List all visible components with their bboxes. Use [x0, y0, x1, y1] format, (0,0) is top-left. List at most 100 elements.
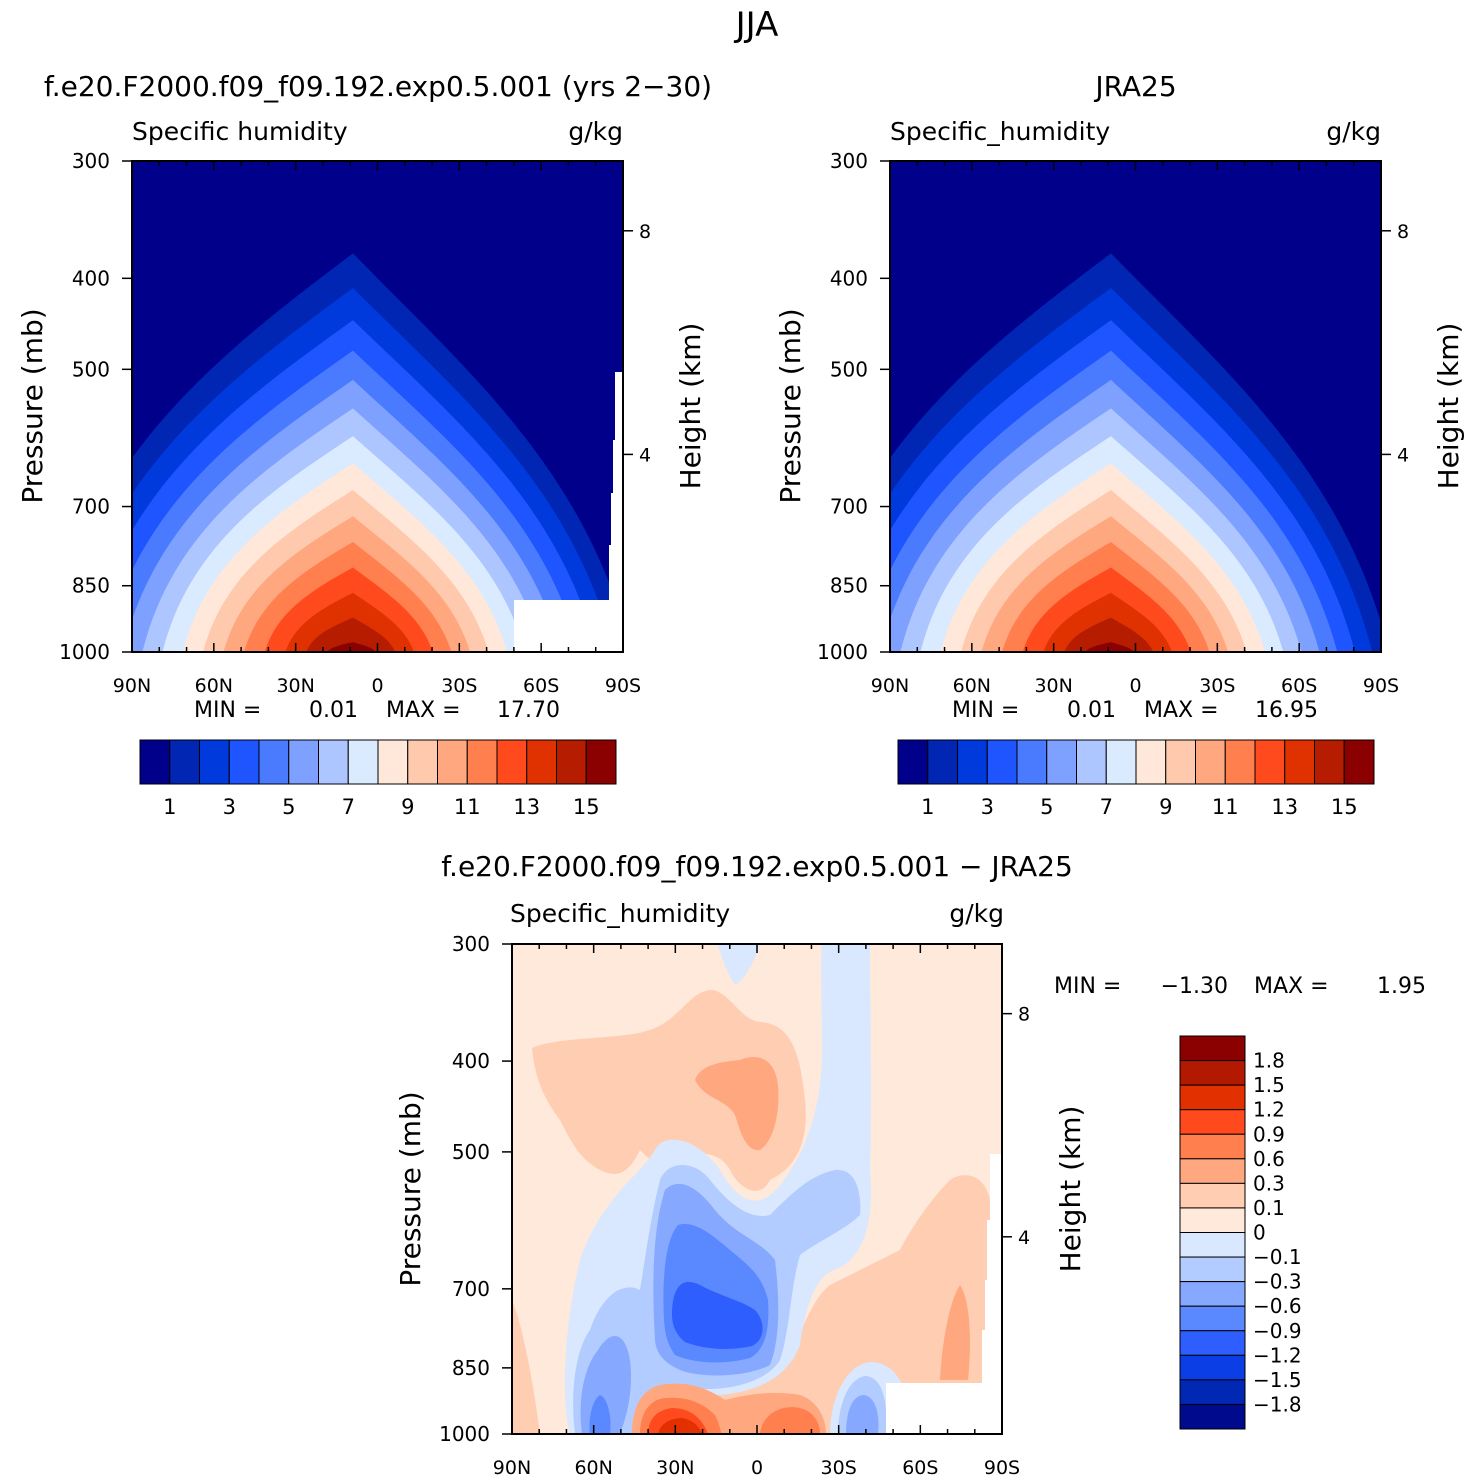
x-tick-label: 90S: [605, 675, 641, 697]
colorbar-swatch: [1135, 739, 1167, 785]
colorbar-swatch: [986, 739, 1018, 785]
panel-model: f.e20.F2000.f09_f09.192.exp0.5.001 (yrs …: [16, 70, 712, 819]
x-tick-label: 30N: [276, 675, 314, 697]
colorbar-swatch: [318, 739, 349, 785]
colorbar: 1 3 5 7 9 11 13 15: [897, 739, 1375, 819]
panel-title: f.e20.F2000.f09_f09.192.exp0.5.001 − JRA…: [441, 850, 1073, 883]
colorbar-label: 3: [981, 795, 994, 819]
max-value: 16.95: [1255, 698, 1318, 723]
colorbar-label: 9: [401, 795, 414, 819]
band-pos-1.2: [658, 1418, 702, 1434]
x-tick-label: 0: [371, 675, 383, 697]
colorbar-label: −0.6: [1253, 1294, 1302, 1318]
y-axis-label: Pressure (mb): [394, 1091, 427, 1286]
units-label: g/kg: [1326, 117, 1381, 146]
colorbar-label: 1.5: [1253, 1073, 1285, 1097]
colorbar-label: 11: [1212, 795, 1239, 819]
y-tick-label: 850: [452, 1356, 490, 1380]
colorbar-label: 7: [1100, 795, 1113, 819]
colorbar-swatch: [496, 739, 528, 785]
contour-layers: [890, 253, 1381, 652]
x-tick-label: 30N: [1034, 675, 1072, 697]
colorbar-swatch: [1179, 1109, 1246, 1135]
y-tick-label: 400: [452, 1049, 490, 1073]
colorbar-label: 5: [282, 795, 295, 819]
band-neg-0.9: [589, 1395, 611, 1434]
band-pos-0.3: [940, 1285, 970, 1380]
y-tick-label: 300: [72, 149, 110, 173]
colorbar-label: 11: [454, 795, 481, 819]
max-label: MAX =: [1144, 698, 1219, 723]
colorbar-label: 1: [921, 795, 934, 819]
colorbar-swatch: [1046, 739, 1077, 785]
min-value: 0.01: [309, 698, 358, 723]
colorbar-swatch: [1314, 739, 1345, 785]
band-pos-0.1: [600, 1175, 990, 1434]
colorbar-label: 1.8: [1253, 1049, 1285, 1073]
colorbar-label: 15: [1331, 795, 1358, 819]
x-tick-label: 60S: [902, 1457, 938, 1479]
x-tick-label: 30S: [821, 1457, 857, 1479]
colorbar-swatch: [1179, 1035, 1246, 1062]
y-tick-label: 1000: [59, 640, 110, 664]
colorbar-swatch: [1179, 1379, 1246, 1405]
y-tick-label: 700: [830, 495, 868, 519]
x-tick-label: 30N: [656, 1457, 694, 1479]
colorbar-swatch: [1179, 1232, 1246, 1258]
colorbar-swatch: [407, 739, 438, 785]
units-label: g/kg: [568, 117, 623, 146]
colorbar-swatch: [927, 739, 958, 785]
right-tick-label: 8: [639, 221, 651, 243]
colorbar-swatch: [1016, 739, 1048, 785]
contour-level: [306, 617, 396, 652]
right-tick-label: 8: [1018, 1004, 1030, 1026]
colorbar-swatch: [1179, 1403, 1246, 1430]
min-label: MIN =: [1054, 974, 1121, 999]
plot-area: [890, 161, 1381, 652]
panel-title: JRA25: [1093, 70, 1176, 103]
colorbar-label: 0.1: [1253, 1196, 1285, 1220]
colorbar-swatch: [1284, 739, 1315, 785]
right-axis-label: Height (km): [674, 323, 707, 490]
colorbar-label: 15: [573, 795, 600, 819]
band-pos-0.1: [532, 990, 806, 1191]
left-label: Specific_humidity: [890, 117, 1110, 146]
x-tick-label: 60N: [195, 675, 233, 697]
max-label: MAX =: [386, 698, 461, 723]
colorbar-label: 13: [513, 795, 540, 819]
colorbar-label: 1.2: [1253, 1098, 1285, 1122]
min-label: MIN =: [194, 698, 261, 723]
colorbar-swatch: [1254, 739, 1286, 785]
band-pos-0.6: [760, 1407, 820, 1434]
panel-title: f.e20.F2000.f09_f09.192.exp0.5.001 (yrs …: [44, 70, 712, 103]
colorbar: 1 3 5 7 9 11 13 15: [139, 739, 617, 819]
max-label: MAX =: [1254, 974, 1329, 999]
x-tick-label: 60S: [1281, 675, 1317, 697]
colorbar-swatch: [1179, 1060, 1246, 1086]
colorbar-swatch: [437, 739, 468, 785]
colorbar-label: −1.5: [1253, 1368, 1302, 1392]
colorbar-swatch: [377, 739, 409, 785]
panel-difference: f.e20.F2000.f09_f09.192.exp0.5.001 − JRA…: [394, 850, 1426, 1479]
y-tick-label: 700: [72, 495, 110, 519]
contour-level: [1085, 642, 1135, 652]
x-tick-label: 60N: [574, 1457, 612, 1479]
panel-reanalysis: JRA25 Specific_humidity g/kg Pressure (m…: [774, 70, 1465, 819]
right-tick-label: 4: [1018, 1227, 1030, 1249]
colorbar-label: −1.8: [1253, 1392, 1302, 1416]
colorbar-swatch: [1179, 1281, 1246, 1307]
colorbar-label: 9: [1159, 795, 1172, 819]
colorbar-swatch: [1343, 739, 1375, 785]
x-tick-label: 0: [1129, 675, 1141, 697]
colorbar-swatch: [1179, 1330, 1246, 1356]
y-axis-label: Pressure (mb): [774, 308, 807, 503]
x-tick-label: 90N: [871, 675, 909, 697]
y-tick-label: 400: [72, 266, 110, 290]
colorbar-swatch: [957, 739, 988, 785]
colorbar-swatch: [228, 739, 260, 785]
colorbar-swatch: [199, 739, 230, 785]
colorbar-label: 0.6: [1253, 1147, 1285, 1171]
x-tick-label: 90S: [1363, 675, 1399, 697]
stats: MIN = 0.01 MAX = 16.95: [952, 698, 1318, 723]
right-tick-label: 4: [1397, 444, 1409, 466]
